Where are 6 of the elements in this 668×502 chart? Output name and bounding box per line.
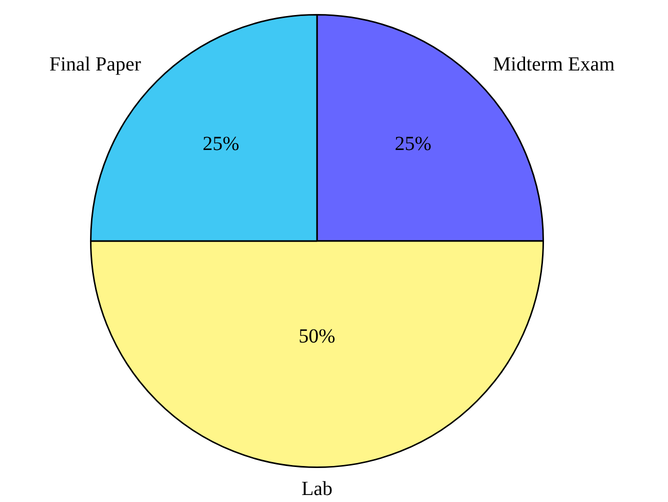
data-label: 50% bbox=[298, 325, 336, 348]
data-label: 25% bbox=[394, 133, 432, 156]
data-label: 25% bbox=[202, 133, 240, 156]
slice-label: Lab bbox=[301, 478, 333, 500]
slice-label: Midterm Exam bbox=[492, 53, 616, 76]
slice-label: Final Paper bbox=[49, 53, 142, 76]
